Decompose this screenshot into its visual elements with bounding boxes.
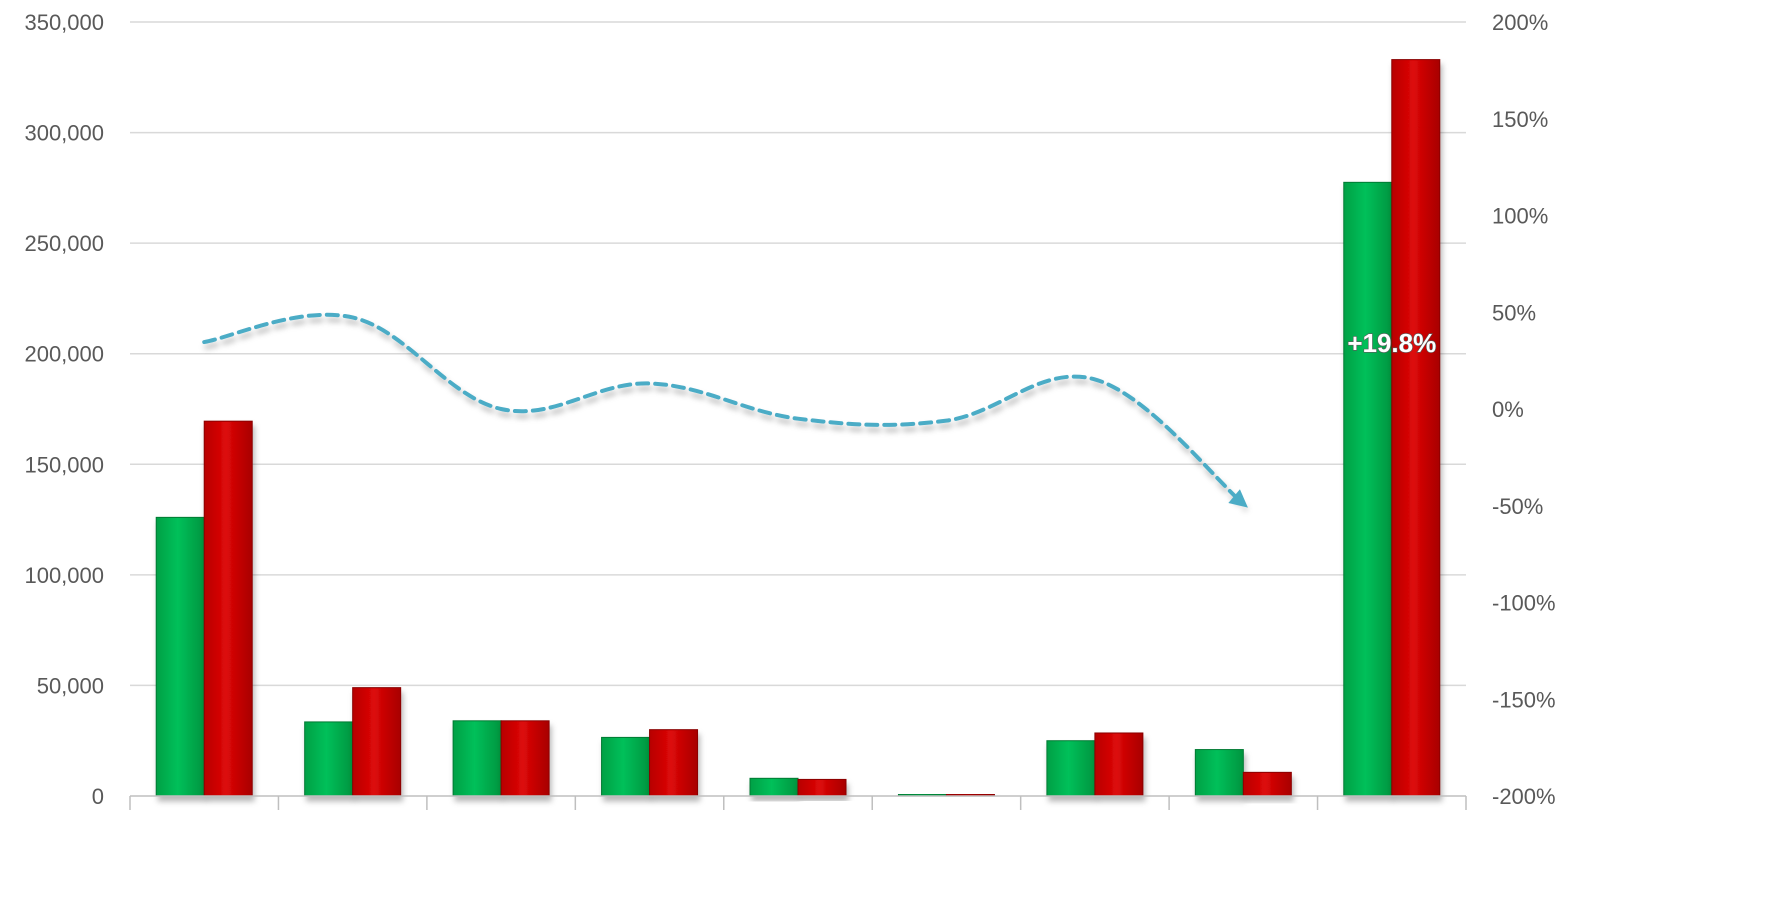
y2-tick-label: 100%	[1492, 204, 1548, 229]
bar-series-1	[155, 516, 205, 797]
bar-series-2	[1391, 59, 1441, 797]
bar-series-1	[1194, 749, 1244, 797]
y-tick-label: 0	[92, 784, 104, 809]
y2-tick-label: 50%	[1492, 300, 1536, 325]
y2-tick-label: -50%	[1492, 494, 1543, 519]
bar-series-1	[304, 721, 354, 797]
bar-series-1	[601, 736, 651, 797]
y2-tick-label: -150%	[1492, 687, 1556, 712]
bar-series-1	[1046, 740, 1096, 797]
bar-series-2	[203, 420, 253, 797]
arrowhead-icon	[1228, 489, 1248, 508]
y2-tick-label: -100%	[1492, 591, 1556, 616]
y-tick-label: 300,000	[24, 121, 104, 146]
y-tick-label: 50,000	[37, 673, 104, 698]
growth-line-path	[202, 312, 1246, 506]
right-axis-ticks: -200% -150% -100% -50% 0% 50% 100% 150% 200%	[1492, 10, 1556, 809]
total-growth-label: +19.8%	[1347, 328, 1436, 358]
y-tick-label: 200,000	[24, 342, 104, 367]
bar-series-1	[1343, 181, 1393, 797]
y-tick-label: 150,000	[24, 452, 104, 477]
growth-line	[202, 312, 1248, 508]
y2-tick-label: -200%	[1492, 784, 1556, 809]
bar-series-2	[649, 729, 699, 797]
bar-series-2	[500, 720, 550, 797]
bars	[155, 59, 1441, 797]
x-axis	[129, 795, 1467, 810]
left-axis-ticks: 0 50,000 100,000 150,000 200,000 250,000 300,0…	[24, 10, 104, 809]
y-tick-label: 250,000	[24, 231, 104, 256]
annotations: +19.8%	[1347, 327, 1437, 358]
bar-series-2	[797, 778, 847, 797]
y2-tick-label: 0%	[1492, 397, 1524, 422]
y-tick-label: 100,000	[24, 563, 104, 588]
y2-tick-label: 200%	[1492, 10, 1548, 35]
y-tick-label: 350,000	[24, 10, 104, 35]
y2-tick-label: 150%	[1492, 107, 1548, 132]
bar-series-2	[352, 687, 402, 797]
bar-series-1	[452, 720, 502, 797]
bar-series-2	[1242, 771, 1292, 797]
gridlines	[130, 21, 1466, 687]
bar-series-2	[1094, 732, 1144, 797]
bar-series-1	[749, 777, 799, 797]
